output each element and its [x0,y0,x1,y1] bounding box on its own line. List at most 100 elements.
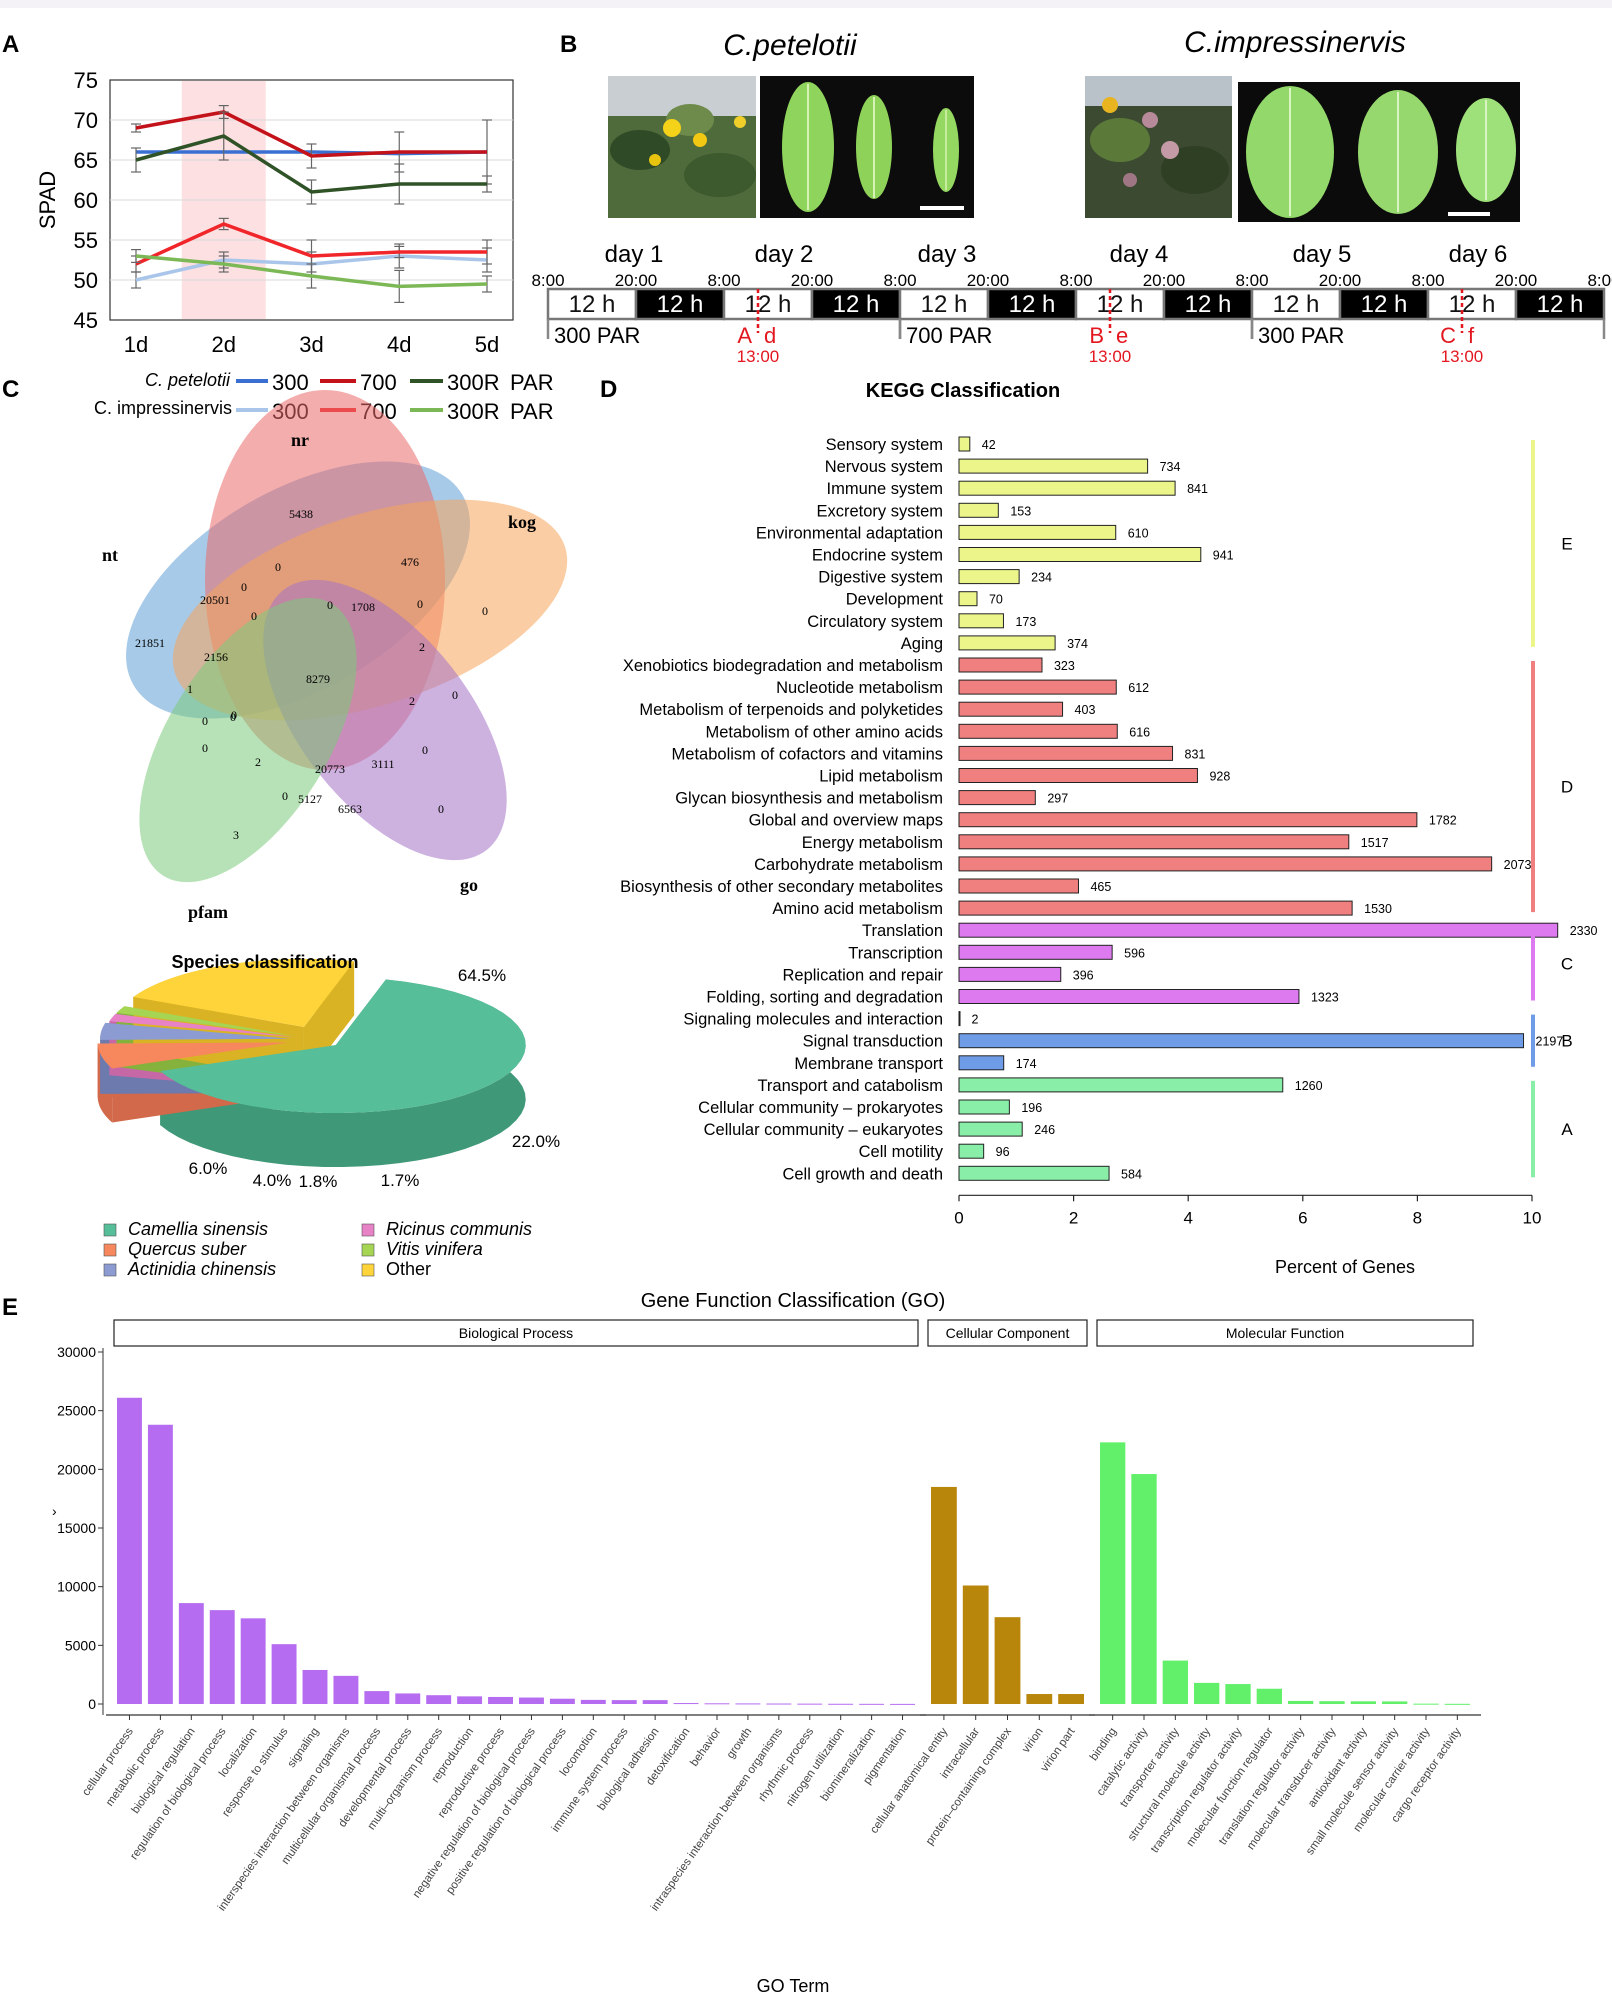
time-label: 8:00 [1235,271,1268,290]
go-bar [302,1669,328,1704]
panel-c: C nr kog go pfam nt 5438 476 0 0 20501 0 0 1708… [2,376,568,1279]
legend-species-name: Camellia sinensis [128,1219,268,1239]
kegg-count-label: 173 [1015,615,1036,629]
period-label: 12 h [569,291,616,318]
go-ytick-label: 5000 [65,1637,96,1653]
go-bar [364,1691,390,1704]
kegg-count-label: 941 [1213,549,1234,563]
ytick-label: 55 [74,228,98,253]
legend-species-name: Actinidia chinensis [127,1259,276,1279]
venn-count: 0 [282,789,288,803]
kegg-category-label: Cellular community – eukaryotes [704,1121,943,1139]
venn-count: 0 [327,598,333,612]
series-line [131,111,492,205]
kegg-category-label: Circulatory system [807,613,943,631]
kegg-count-label: 1323 [1311,991,1339,1005]
kegg-count-label: 584 [1121,1167,1142,1181]
kegg-category-label: Excretory system [816,502,943,520]
light-period [1426,287,1518,321]
kegg-category-label: Metabolism of other amino acids [705,723,943,741]
kegg-bar [958,723,1118,739]
venn-label-pfam: pfam [188,902,228,922]
sample-label: f [1468,323,1475,348]
go-bar [766,1703,792,1705]
kegg-count-label: 246 [1034,1123,1055,1137]
go-bar [1131,1474,1157,1704]
go-bar [1413,1703,1439,1705]
go-bar [673,1703,699,1705]
time-label: 8:00 [531,271,564,290]
kegg-xtick-label: 6 [1298,1208,1307,1227]
sample-label: C [1440,323,1456,348]
plant-photo-impressinervis [1085,76,1232,218]
kegg-category-label: Nervous system [825,458,943,476]
kegg-category-label: Aging [901,635,943,653]
kegg-bar [958,944,1113,960]
xticks-a: 1d 2d 3d 4d 5d [124,332,499,357]
kegg-bar [958,900,1353,916]
go-bar [611,1700,637,1704]
day-label: day 3 [918,241,977,268]
panel-a: A 45 50 55 60 65 70 75 1d 2d 3d 4d 5d SPAD C. pete… [2,31,554,424]
pie-percent-label: 1.8% [299,1172,338,1191]
go-bar [488,1696,513,1704]
venn-count: 5127 [298,792,322,806]
kegg-category-label: Environmental adaptation [756,524,943,542]
venn-count: 0 [241,580,247,594]
kegg-category-label: Global and overview maps [749,812,943,830]
kegg-category-label: Development [846,591,944,609]
time-label: 8:00 [707,271,740,290]
kegg-bar [958,790,1036,806]
sample-label: B [1089,323,1104,348]
period-label: 12 h [1361,291,1408,318]
kegg-category-label: Metabolism of cofactors and vitamins [672,745,943,763]
ytick-label: 60 [74,188,98,213]
pie-percent-label: 1.7% [381,1171,420,1190]
kegg-count-label: 196 [1021,1101,1042,1115]
legend-species-name: Vitis vinifera [386,1239,483,1259]
go-ytick-label: 0 [88,1696,96,1712]
venn-label-nt: nt [102,545,118,565]
sample-label: d [764,323,776,348]
legend-species-name: Ricinus communis [386,1219,532,1239]
venn-count: 1 [187,682,193,696]
kegg-bar [958,436,971,452]
kegg-count-label: 596 [1124,946,1145,960]
kegg-bar [958,856,1493,872]
go-bar [1225,1684,1251,1704]
venn-count: 0 [275,560,281,574]
kegg-group-label: C [1561,954,1573,973]
leaf-photo-impressinervis [1238,82,1520,222]
kegg-bar [958,569,1020,585]
legend-species-name: Quercus suber [128,1239,247,1259]
venn-count: 0 [417,597,423,611]
go-bar [962,1585,989,1704]
go-bar [178,1603,204,1704]
go-bar [271,1644,297,1704]
kegg-count-label: 70 [989,593,1003,607]
xtick-label: 1d [124,332,148,357]
venn-count: 6563 [338,802,362,816]
kegg-bar [958,834,1350,850]
kegg-count-label: 831 [1185,747,1206,761]
kegg-bar [958,1055,1005,1071]
kegg-xtick-label: 2 [1069,1208,1078,1227]
pie-percent-label: 4.0% [253,1171,292,1190]
day-label: day 1 [605,241,664,268]
kegg-count-label: 1517 [1361,836,1389,850]
time-label: 20:00 [967,271,1010,290]
panel-d: D KEGG Classification Sensory system 42Ne… [600,376,1598,1277]
legend-species-2: C. impressinervis [94,398,232,418]
venn-count: 2 [409,694,415,708]
kegg-bar [958,679,1117,695]
kegg-category-label: Xenobiotics biodegradation and metabolis… [623,657,943,675]
kegg-category-label: Lipid metabolism [819,768,943,786]
venn-count: 0 [422,743,428,757]
go-ytick-label: 10000 [57,1579,96,1595]
pie-percent-label: 64.5% [458,966,506,985]
kegg-bar [958,1165,1110,1181]
kegg-bar [958,657,1043,673]
go-bar [1288,1700,1314,1704]
kegg-category-label: Metabolism of terpenoids and polyketides [639,701,943,719]
